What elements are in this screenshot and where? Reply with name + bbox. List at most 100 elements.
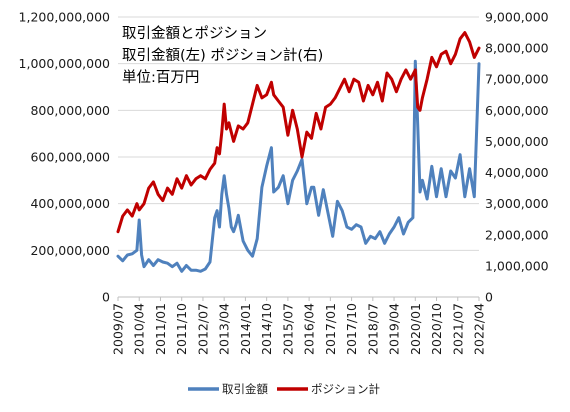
data-point-trade-amount	[213, 216, 216, 219]
data-point-position-total	[449, 62, 452, 65]
data-point-position-total	[218, 153, 221, 155]
data-point-trade-amount	[270, 146, 273, 149]
data-point-position-total	[117, 230, 119, 233]
data-point-trade-amount	[272, 191, 275, 193]
data-point-position-total	[390, 78, 393, 81]
data-point-trade-amount	[419, 191, 421, 193]
data-point-position-total	[430, 56, 433, 59]
left-tick-label: 1,200,000,000	[19, 10, 110, 25]
data-point-position-total	[223, 103, 226, 105]
x-tick-label: 2020/01	[408, 303, 423, 355]
data-point-position-total	[265, 93, 268, 96]
data-point-trade-amount	[166, 262, 169, 265]
data-point-trade-amount	[232, 230, 235, 233]
data-point-trade-amount	[449, 170, 452, 172]
data-point-position-total	[381, 100, 384, 102]
data-point-position-total	[220, 131, 223, 134]
data-point-position-total	[216, 146, 219, 149]
x-tick-label: 2017/01	[323, 303, 338, 355]
left-tick-label: 600,000,000	[30, 150, 110, 165]
chart-title-line-2: 取引金額(左) ポジション計(右)	[122, 47, 323, 64]
chart-title-line-3: 単位:百万円	[122, 69, 199, 86]
data-point-position-total	[334, 97, 336, 99]
data-point-position-total	[291, 109, 294, 112]
data-point-position-total	[357, 81, 360, 84]
data-point-position-total	[171, 193, 174, 196]
data-point-position-total	[338, 87, 341, 90]
data-point-trade-amount	[121, 259, 124, 262]
data-point-trade-amount	[350, 228, 353, 231]
x-axis-tick-labels: 2009/07 2010/04 2011/01 2011/10 2012/07 2013/…	[111, 303, 487, 355]
data-point-position-total	[315, 112, 318, 115]
right-tick-label: 6,000,000	[485, 103, 549, 118]
right-axis-tick-labels: 0 1,000,000 2,000,000 3,000,000 4,000,000 5,0…	[485, 10, 549, 305]
data-point-trade-amount	[287, 202, 289, 205]
data-point-position-total	[270, 81, 273, 84]
x-tick-label: 2014/10	[259, 303, 274, 355]
data-point-position-total	[405, 69, 407, 71]
data-point-trade-amount	[310, 186, 313, 189]
data-point-trade-amount	[317, 214, 320, 217]
data-point-position-total	[131, 215, 134, 218]
data-point-position-total	[237, 125, 240, 127]
data-point-trade-amount	[246, 249, 249, 252]
data-point-trade-amount	[176, 262, 178, 265]
data-point-trade-amount	[237, 214, 240, 217]
data-point-position-total	[362, 100, 365, 102]
left-tick-label: 1,000,000,000	[19, 56, 110, 71]
data-point-position-total	[185, 174, 188, 177]
data-point-trade-amount	[152, 264, 155, 267]
data-point-position-total	[320, 128, 322, 130]
left-tick-label: 800,000,000	[30, 103, 110, 118]
data-point-trade-amount	[242, 240, 245, 242]
data-point-trade-amount	[216, 209, 219, 212]
data-point-position-total	[353, 78, 355, 81]
axes	[117, 296, 480, 301]
data-point-trade-amount	[235, 223, 237, 226]
x-tick-label: 2010/04	[132, 303, 147, 355]
data-point-position-total	[324, 106, 327, 109]
right-tick-label: 3,000,000	[485, 196, 549, 211]
x-tick-label: 2011/01	[153, 303, 168, 355]
x-tick-label: 2011/10	[174, 303, 189, 355]
x-tick-label: 2021/07	[450, 303, 465, 355]
chart-title-block: 取引金額とポジション 取引金額(左) ポジション計(右) 単位:百万円	[122, 25, 323, 86]
data-point-position-total	[414, 69, 417, 71]
data-point-trade-amount	[364, 242, 367, 245]
data-point-trade-amount	[468, 167, 471, 170]
data-point-position-total	[296, 128, 299, 130]
data-point-trade-amount	[346, 226, 348, 228]
data-point-position-total	[261, 97, 263, 99]
data-point-position-total	[287, 134, 289, 137]
data-point-trade-amount	[199, 270, 202, 273]
left-tick-label: 400,000,000	[30, 196, 110, 211]
x-tick-label: 2020/10	[429, 303, 444, 355]
data-point-position-total	[329, 103, 332, 105]
data-point-trade-amount	[416, 123, 419, 126]
data-point-trade-amount	[305, 202, 308, 205]
data-point-position-total	[459, 37, 461, 40]
data-point-position-total	[180, 187, 183, 190]
data-point-position-total	[416, 106, 419, 109]
data-point-trade-amount	[220, 193, 223, 196]
data-point-position-total	[440, 53, 443, 56]
data-point-position-total	[161, 199, 164, 202]
data-point-trade-amount	[379, 230, 381, 233]
x-tick-label: 2015/07	[280, 303, 295, 355]
data-point-trade-amount	[301, 158, 303, 161]
data-point-trade-amount	[478, 62, 480, 65]
left-axis-tick-labels: 0 200,000,000 400,000,000 600,000,000 800,00…	[19, 10, 111, 305]
data-point-position-total	[301, 156, 303, 158]
x-tick-label: 2012/07	[195, 303, 210, 355]
data-point-position-total	[426, 78, 428, 81]
data-point-position-total	[367, 84, 369, 87]
data-point-trade-amount	[223, 174, 226, 177]
data-point-position-total	[204, 177, 207, 180]
data-point-trade-amount	[374, 237, 377, 240]
x-tick-label: 2013/04	[217, 303, 232, 355]
data-point-position-total	[138, 209, 141, 211]
data-point-position-total	[225, 128, 228, 130]
data-point-trade-amount	[355, 223, 358, 226]
data-point-trade-amount	[157, 258, 160, 261]
